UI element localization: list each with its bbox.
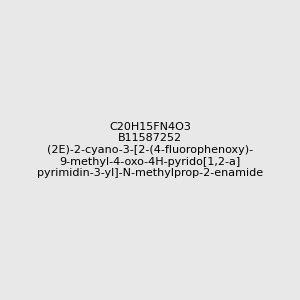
Text: C20H15FN4O3
B11587252
(2E)-2-cyano-3-[2-(4-fluorophenoxy)-
9-methyl-4-oxo-4H-pyr: C20H15FN4O3 B11587252 (2E)-2-cyano-3-[2-… [37, 122, 263, 178]
